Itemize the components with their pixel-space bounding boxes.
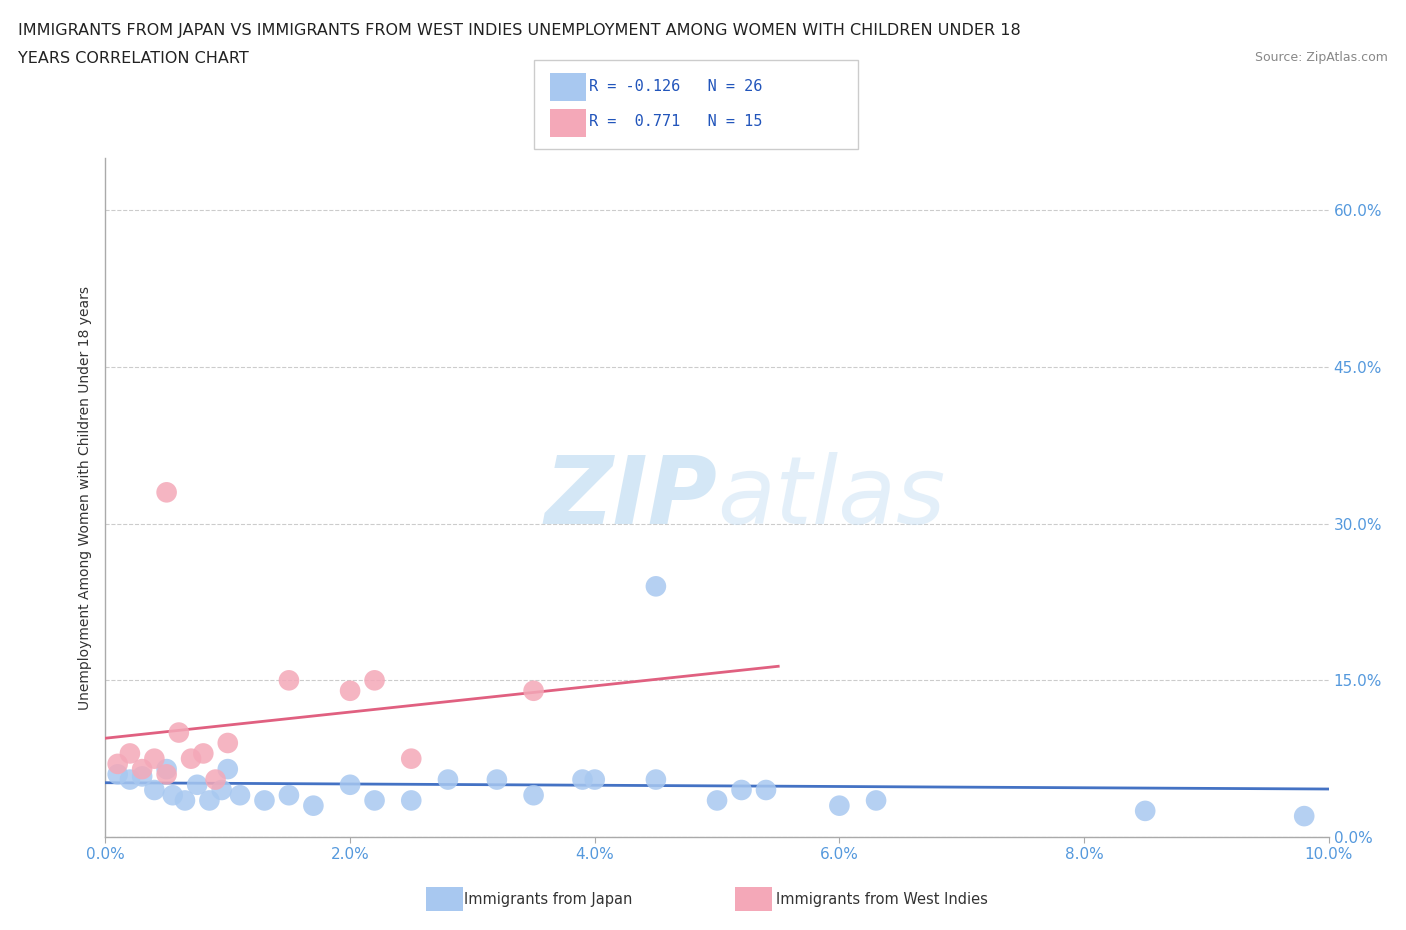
Point [107,756,129,771]
Point [118,772,141,787]
Text: ZIP: ZIP [544,452,717,543]
Point [193,746,215,761]
Point [211,782,233,797]
Point [523,684,546,698]
Point [339,684,361,698]
Point [186,777,208,792]
Text: Source: ZipAtlas.com: Source: ZipAtlas.com [1254,51,1388,64]
Point [363,673,385,688]
Text: Immigrants from Japan: Immigrants from Japan [464,892,633,907]
Point [302,798,325,813]
Point [143,751,166,766]
Point [217,762,239,777]
Text: YEARS CORRELATION CHART: YEARS CORRELATION CHART [18,51,249,66]
Point [143,782,166,797]
Point [401,793,423,808]
Point [167,725,190,740]
Text: R = -0.126   N = 26: R = -0.126 N = 26 [589,79,762,94]
Point [730,782,752,797]
Point [162,788,184,803]
Point [828,798,851,813]
Point [401,751,423,766]
Point [583,772,606,787]
Y-axis label: Unemployment Among Women with Children Under 18 years: Unemployment Among Women with Children U… [79,286,93,710]
Point [644,578,668,593]
Point [706,793,728,808]
Point [156,762,179,777]
Point [217,736,239,751]
Point [253,793,276,808]
Point [204,772,226,787]
Point [229,788,252,803]
Point [131,762,153,777]
Point [755,782,778,797]
Point [363,793,385,808]
Text: atlas: atlas [717,452,945,543]
Point [174,793,197,808]
Point [571,772,593,787]
Point [278,788,301,803]
Point [107,767,129,782]
Text: IMMIGRANTS FROM JAPAN VS IMMIGRANTS FROM WEST INDIES UNEMPLOYMENT AMONG WOMEN WI: IMMIGRANTS FROM JAPAN VS IMMIGRANTS FROM… [18,23,1021,38]
Text: R =  0.771   N = 15: R = 0.771 N = 15 [589,114,762,129]
Point [485,772,508,787]
Point [198,793,221,808]
Point [180,751,202,766]
Point [865,793,887,808]
Point [523,788,546,803]
Point [437,772,460,787]
Point [131,769,153,784]
Point [1133,804,1156,818]
Point [118,746,141,761]
Point [278,673,301,688]
Point [1294,809,1316,824]
Point [156,485,179,499]
Point [156,767,179,782]
Text: Immigrants from West Indies: Immigrants from West Indies [776,892,988,907]
Point [644,772,668,787]
Point [339,777,361,792]
